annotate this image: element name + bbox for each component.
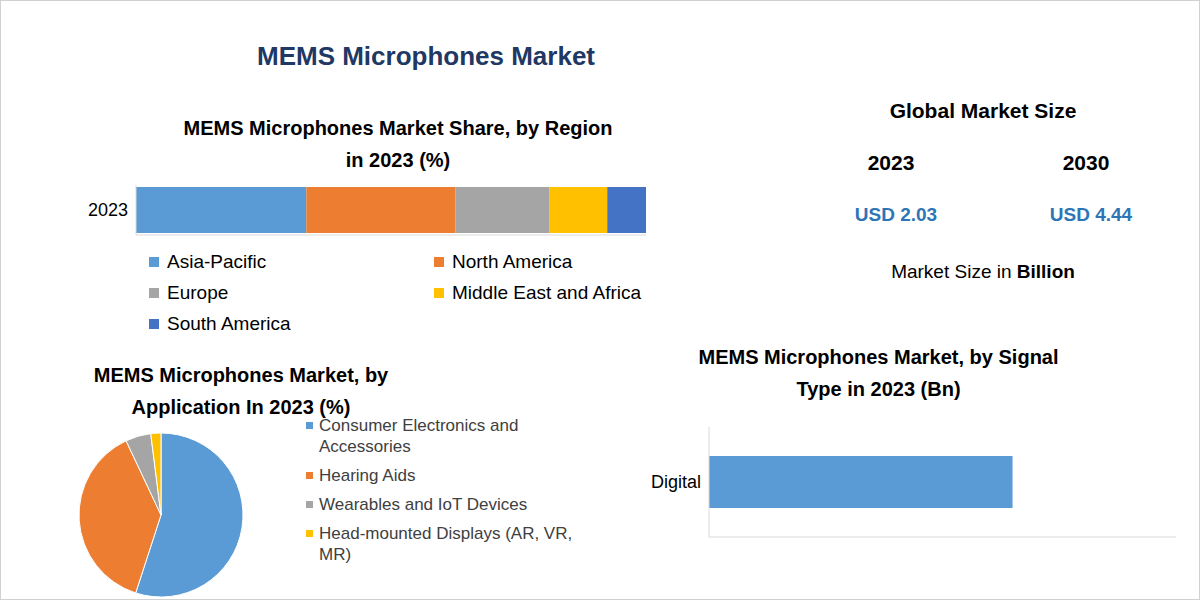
html-text:MEMS Microphones Market, by Ap: MEMS Microphones Market, by Application …	[93, 364, 389, 418]
html-text:MEMS Microphones Market, by Si: MEMS Microphones Market, by Signal Type …	[698, 346, 1059, 400]
html-text:Middle East and Africa: Middle East and Africa	[452, 282, 641, 303]
html-text:Head-mounted Displays (AR, VR,: Head-mounted Displays (AR, VR, MR)	[319, 524, 573, 564]
html-text:USD 2.03: USD 2.03	[854, 204, 938, 225]
html-text:Europe: Europe	[167, 282, 229, 303]
html-text:Consumer Electronics and Acces: Consumer Electronics and Accessories	[319, 416, 519, 456]
html-text:USD 4.44: USD 4.44	[1049, 204, 1133, 225]
html-text:Global Market Size: Global Market Size	[889, 99, 1077, 122]
svg-text:Digital: Digital	[651, 472, 701, 492]
svg-text:2023: 2023	[88, 200, 128, 220]
html-text:Asia-Pacific: Asia-Pacific	[167, 251, 267, 272]
html-text:Market Size in Billion: Market Size in Billion	[891, 261, 1075, 282]
html-text:2030: 2030	[1062, 151, 1110, 174]
html-text:2023: 2023	[867, 151, 915, 174]
html-text:Wearables and IoT Devices: Wearables and IoT Devices	[319, 495, 528, 514]
html-text:North America: North America	[452, 251, 573, 272]
html-text:South America: South America	[167, 313, 291, 334]
html-text:MEMS Microphones Market Share,: MEMS Microphones Market Share, by Region…	[183, 117, 613, 171]
html-text:MEMS Microphones Market: MEMS Microphones Market	[257, 41, 595, 71]
html-text:Hearing Aids: Hearing Aids	[319, 466, 416, 485]
